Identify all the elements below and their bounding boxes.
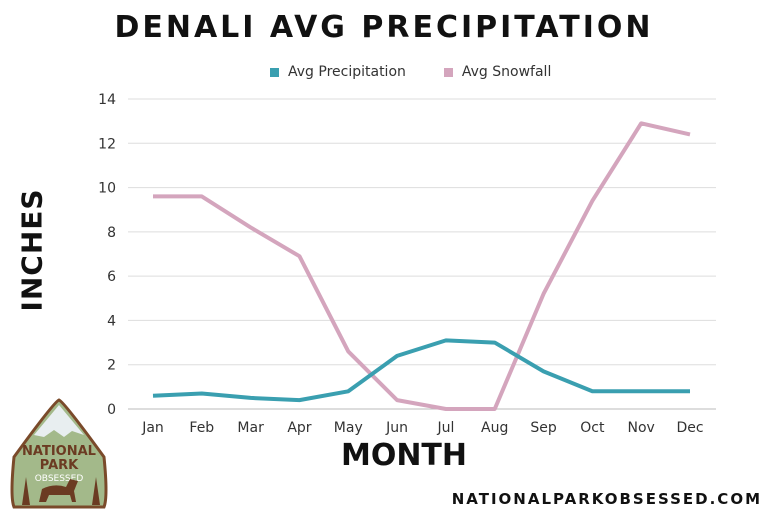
svg-text:OBSESSED: OBSESSED — [35, 474, 84, 484]
legend: Avg Precipitation Avg Snowfall — [270, 64, 551, 80]
x-tick-label: Jul — [436, 420, 454, 436]
series-line-precipitation — [152, 338, 690, 403]
legend-label: Avg Precipitation — [288, 64, 406, 80]
x-tick-label: Apr — [287, 420, 311, 436]
y-tick-label: 8 — [107, 225, 116, 241]
svg-text:NATIONAL: NATIONAL — [22, 444, 96, 459]
svg-text:PARK: PARK — [40, 458, 79, 473]
x-axis-label: MONTH — [340, 438, 468, 473]
x-tick-label: Nov — [628, 420, 655, 436]
legend-item-snowfall: Avg Snowfall — [443, 64, 552, 80]
x-tick-label: Jan — [141, 420, 164, 436]
legend-swatch — [443, 67, 453, 77]
legend-label: Avg Snowfall — [461, 64, 552, 80]
series-line-snowfall — [153, 121, 691, 411]
y-tick-label: 14 — [98, 92, 116, 108]
y-tick-label: 10 — [98, 181, 116, 197]
x-tick-label: Feb — [189, 420, 214, 436]
national-park-obsessed-logo: NATIONAL PARK OBSESSED — [10, 398, 108, 509]
y-tick-label: 2 — [107, 358, 116, 374]
x-tick-label: Jun — [385, 420, 408, 436]
y-tick-label: 6 — [107, 269, 116, 285]
x-tick-label: Oct — [580, 420, 605, 436]
y-tick-label: 0 — [107, 402, 116, 418]
legend-item-precipitation: Avg Precipitation — [270, 64, 406, 80]
y-tick-label: 4 — [107, 313, 116, 329]
x-tick-label: Sep — [530, 420, 557, 436]
chart-title: DENALI AVG PRECIPITATION — [114, 10, 654, 45]
legend-swatch — [270, 67, 279, 77]
x-tick-label: Dec — [676, 420, 703, 436]
y-tick-label: 12 — [98, 136, 116, 152]
x-tick-label: Mar — [237, 420, 264, 436]
website-url: NATIONALPARKOBSESSED.COM — [451, 490, 762, 508]
x-tick-label: May — [334, 420, 363, 436]
x-tick-label: Aug — [481, 420, 508, 436]
